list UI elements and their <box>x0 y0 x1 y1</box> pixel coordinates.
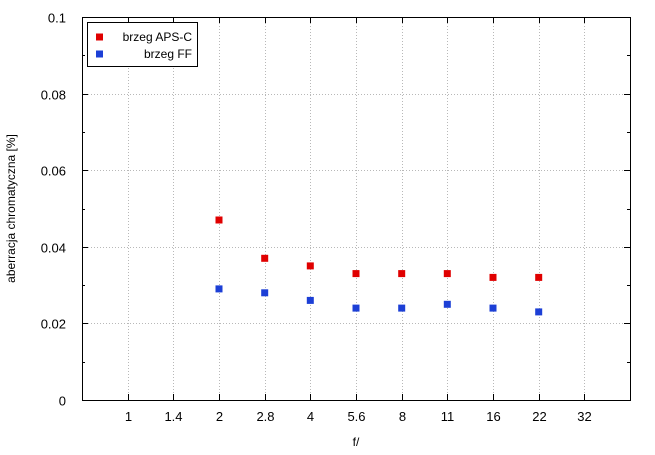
legend-label: brzeg FF <box>144 47 192 61</box>
data-point-series-2 <box>398 304 406 312</box>
x-tick-label: 1.4 <box>164 409 182 424</box>
y-tick-label: 0.04 <box>41 241 66 256</box>
legend-label: brzeg APS-C <box>123 30 193 44</box>
x-tick-labels: 1 1.4 2 2.8 4 5.6 8 11 16 22 32 <box>125 409 592 424</box>
legend-marker <box>96 50 103 58</box>
x-tick-label: 11 <box>441 409 455 424</box>
data-point-series-1 <box>215 216 223 224</box>
y-tick-label: 0.08 <box>41 88 66 103</box>
x-tick-label: 4 <box>307 409 314 424</box>
x-axis-label: f/ <box>353 435 360 449</box>
x-tick-label: 2.8 <box>256 409 274 424</box>
x-tick-label: 1 <box>125 409 132 424</box>
data-point-series-2 <box>261 289 269 297</box>
x-tick-label: 2 <box>216 409 223 424</box>
y-tick-labels: 0 0.02 0.04 0.06 0.08 0.1 <box>41 11 66 409</box>
data-point-series-1 <box>443 270 451 278</box>
x-tick-label: 16 <box>486 409 500 424</box>
data-point-series-2 <box>535 308 543 316</box>
legend: brzeg APS-C brzeg FF <box>87 22 198 67</box>
data-point-series-1 <box>306 262 314 270</box>
x-tick-label: 22 <box>532 409 546 424</box>
data-point-series-1 <box>398 270 406 278</box>
y-axis-label: aberracja chromatyczna [%] <box>4 134 18 283</box>
data-point-series-1 <box>535 273 543 281</box>
data-point-series-2 <box>215 285 223 293</box>
data-point-series-2 <box>306 296 314 304</box>
data-point-series-1 <box>261 254 269 262</box>
data-points <box>215 216 543 316</box>
legend-box <box>87 22 198 67</box>
x-tick-label: 32 <box>577 409 591 424</box>
data-point-series-2 <box>489 304 497 312</box>
y-tick-label: 0.1 <box>48 11 66 26</box>
plot-frame <box>82 17 631 401</box>
y-tick-label: 0.02 <box>41 317 66 332</box>
legend-marker <box>96 33 103 41</box>
y-tick-label: 0.06 <box>41 164 66 179</box>
data-point-series-1 <box>489 273 497 281</box>
data-point-series-2 <box>443 300 451 308</box>
x-tick-label: 5.6 <box>347 409 365 424</box>
grid-layer <box>82 17 630 400</box>
y-tick-label: 0 <box>59 394 66 409</box>
x-tick-label: 8 <box>399 409 406 424</box>
data-point-series-1 <box>352 270 360 278</box>
data-point-series-2 <box>352 304 360 312</box>
